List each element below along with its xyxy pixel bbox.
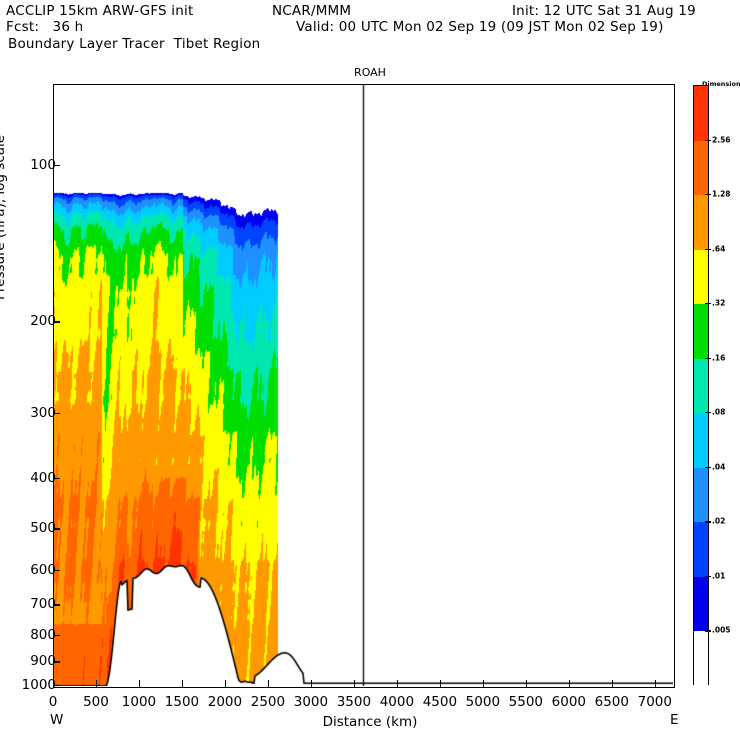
colorbar-tick-p64: .64 (712, 244, 726, 254)
x-axis-tick-7000: 7000 (637, 694, 672, 710)
x-tick-mark (181, 680, 184, 688)
x-tick-mark (53, 680, 55, 688)
x-axis-tick-6500: 6500 (594, 694, 629, 710)
x-tick-mark (654, 680, 657, 688)
x-tick-mark (525, 680, 528, 688)
header-forecast-hour: Fcst: 36 h (6, 19, 84, 35)
y-axis-tick-800: 800 (30, 626, 56, 643)
x-tick-mark (95, 680, 98, 688)
colorbar-tick-p08: .08 (712, 407, 726, 417)
x-tick-mark (267, 680, 270, 688)
colorbar-tick-mark (705, 248, 711, 250)
x-tick-mark (482, 680, 485, 688)
x-tick-mark (568, 680, 571, 688)
x-axis-tick-5500: 5500 (508, 694, 544, 710)
x-tick-mark (138, 680, 141, 688)
colorbar-segment-6 (694, 304, 708, 359)
colorbar-tick-mark (705, 630, 711, 632)
y-tick-mark (53, 164, 60, 166)
header-center-line: NCAR/MMM (272, 3, 352, 19)
x-tick-mark (439, 680, 442, 688)
colorbar-tick-p005: .005 (712, 625, 731, 635)
cross-section-plot (53, 84, 675, 688)
colorbar (693, 85, 709, 686)
header-init-time: Init: 12 UTC Sat 31 Aug 19 (512, 3, 696, 19)
colorbar-tick-mark (705, 521, 711, 523)
y-axis-tick-600: 600 (30, 561, 56, 578)
y-axis-tick-900: 900 (30, 653, 56, 670)
y-tick-mark (53, 685, 60, 687)
colorbar-tick-mark (705, 575, 711, 578)
y-tick-mark (53, 477, 60, 480)
colorbar-segment-2 (694, 522, 708, 577)
x-axis-tick-2000: 2000 (207, 694, 243, 710)
y-tick-mark (53, 604, 60, 606)
x-axis-tick-1000: 1000 (121, 694, 157, 710)
x-tick-mark (224, 680, 227, 688)
colorbar-segment-1 (694, 576, 708, 632)
y-axis-tick-700: 700 (30, 596, 56, 613)
x-axis-tick-4500: 4500 (422, 694, 458, 710)
header-field-description: Boundary Layer Tracer Tibet Region (8, 36, 261, 52)
x-axis-west-label: W (50, 712, 64, 728)
colorbar-segment-9 (694, 140, 708, 196)
y-tick-mark (53, 634, 60, 636)
y-tick-mark (53, 321, 60, 323)
colorbar-tick-mark (705, 139, 711, 141)
x-axis-tick-500: 500 (83, 694, 109, 710)
x-axis-tick-6000: 6000 (551, 694, 587, 710)
y-axis-tick-400: 400 (30, 469, 56, 486)
y-axis-tick-200: 200 (30, 313, 56, 330)
colorbar-tick-p04: .04 (712, 462, 726, 472)
colorbar-tick-mark (705, 303, 711, 305)
colorbar-segment-0 (694, 631, 708, 686)
x-axis-tick-3500: 3500 (336, 694, 372, 710)
header-block: ACCLIP 15km ARW-GFS init NCAR/MMM Init: … (0, 0, 740, 58)
colorbar-tick-p32: .32 (712, 298, 726, 308)
x-tick-mark (396, 680, 399, 688)
x-axis-east-label: E (670, 712, 679, 728)
x-tick-mark (611, 680, 614, 688)
cross-section-canvas (54, 85, 673, 686)
colorbar-tick-1p28: 1.28 (712, 189, 731, 199)
y-axis-tick-1000: 1000 (21, 677, 56, 693)
x-axis-tick-4000: 4000 (379, 694, 415, 710)
colorbar-tick-p02: .02 (712, 516, 726, 526)
colorbar-tick-mark (705, 357, 711, 359)
y-axis-tick-500: 500 (30, 520, 56, 537)
colorbar-segment-10 (694, 86, 708, 141)
colorbar-tick-p16: .16 (712, 353, 726, 363)
y-axis-tick-300: 300 (30, 404, 56, 421)
y-tick-mark (53, 412, 60, 415)
colorbar-tick-mark (705, 466, 711, 468)
y-tick-mark (53, 569, 60, 571)
y-axis-label: Pressure (hPa), log scale (0, 134, 8, 300)
x-tick-mark (353, 680, 356, 688)
colorbar-segment-3 (694, 467, 708, 523)
header-model-line: ACCLIP 15km ARW-GFS init (6, 3, 194, 19)
x-axis-label: Distance (km) (322, 714, 418, 730)
y-axis-tick-100: 100 (30, 156, 56, 173)
colorbar-segment-4 (694, 413, 708, 468)
y-tick-mark (53, 528, 60, 530)
colorbar-tick-mark (705, 194, 711, 196)
colorbar-tick-2p56: 2.56 (712, 135, 731, 145)
colorbar-segment-8 (694, 195, 708, 250)
x-axis-tick-5000: 5000 (465, 694, 501, 710)
colorbar-segment-5 (694, 358, 708, 414)
plot-title: ROAH (354, 66, 386, 79)
x-axis-tick-2500: 2500 (250, 694, 286, 710)
colorbar-units-label: Dimensionless (702, 80, 740, 88)
x-axis-tick-0: 0 (48, 694, 58, 710)
colorbar-tick-mark (705, 412, 711, 414)
colorbar-tick-p01: .01 (712, 571, 726, 581)
header-valid-time: Valid: 00 UTC Mon 02 Sep 19 (09 JST Mon … (296, 19, 664, 35)
y-tick-mark (53, 661, 60, 663)
x-axis-tick-1500: 1500 (164, 694, 200, 710)
x-tick-mark (310, 680, 313, 688)
x-axis-tick-3000: 3000 (293, 694, 329, 710)
colorbar-segment-7 (694, 249, 708, 305)
